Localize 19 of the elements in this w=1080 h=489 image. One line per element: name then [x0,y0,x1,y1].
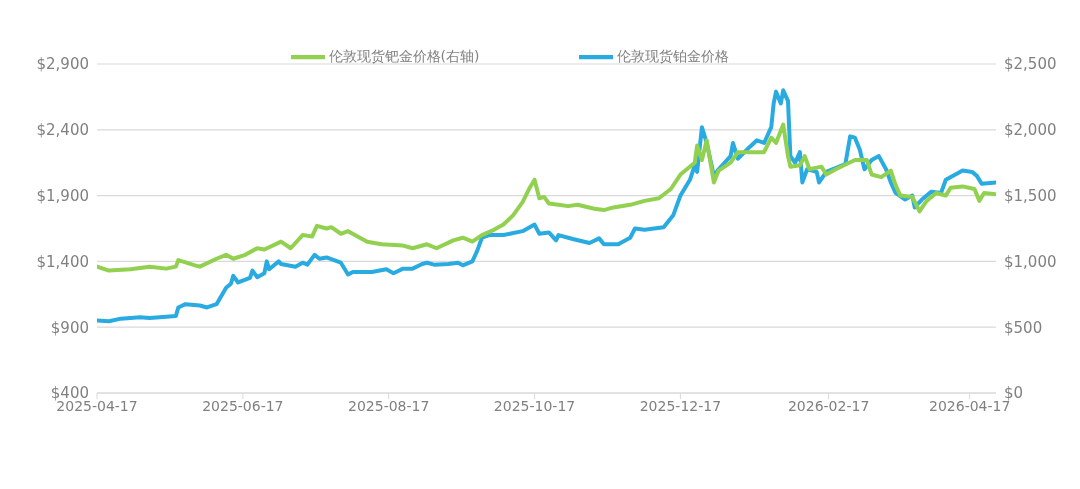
y2-tick-label: $2,500 [1004,55,1057,74]
y-tick-label: $900 [50,318,89,337]
y2-tick-label: $500 [1004,318,1043,337]
y-tick-label: $2,400 [36,121,89,140]
y-tick-label: $1,400 [36,252,89,271]
legend-label: 伦敦现货铂金价格 [617,48,730,64]
legend-label: 伦敦现货钯金价格(右轴) [328,48,480,64]
line-series [97,122,996,273]
x-tick-label: 2025-04-17 [56,397,138,414]
x-tick-label: 2026-02-17 [787,397,870,414]
y2-tick-label: $2,000 [1004,121,1057,140]
y-tick-label: $1,900 [36,186,89,205]
x-tick-label: 2025-12-17 [639,397,722,414]
y2-tick-label: $1,000 [1004,252,1057,271]
y2-tick-label: $1,500 [1004,186,1057,205]
y-tick-label: $2,900 [36,55,89,74]
x-tick-label: 2025-08-17 [348,397,430,414]
x-tick-label: 2025-10-17 [493,397,576,414]
x-tick-label: 2025-06-17 [202,397,284,414]
